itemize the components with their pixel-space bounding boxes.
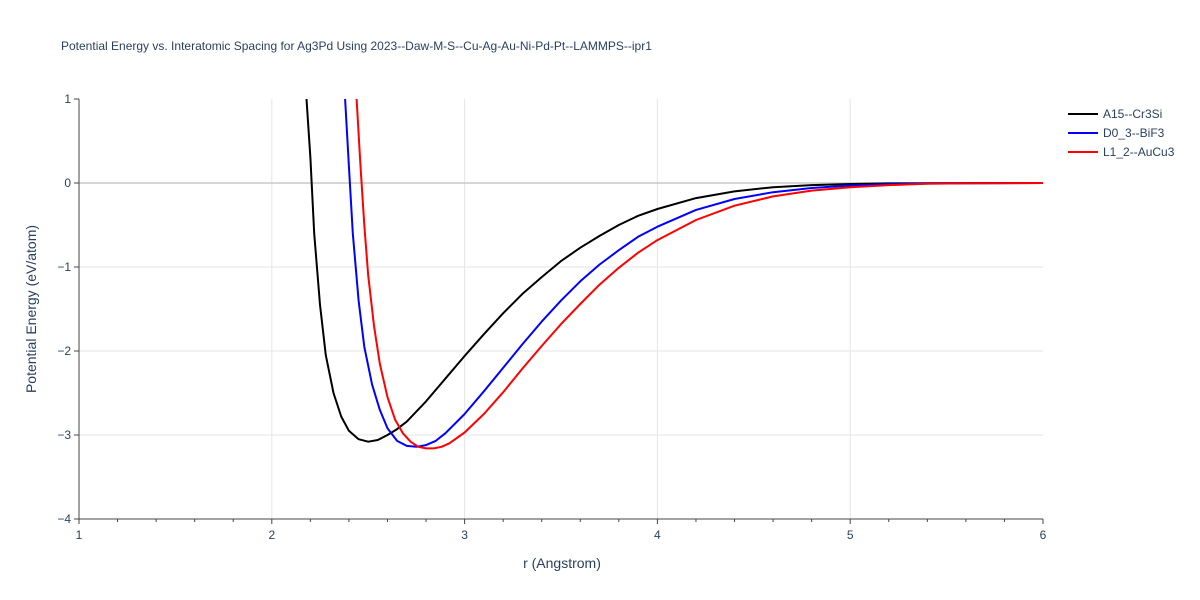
y-axis-title: Potential Energy (eV/atom) xyxy=(23,225,39,393)
x-tick-label: 3 xyxy=(461,528,468,542)
data-series xyxy=(305,99,1043,450)
y-tick-label: −1 xyxy=(57,260,71,274)
x-tick-label: 4 xyxy=(654,528,661,542)
x-tick-label: 1 xyxy=(76,528,83,542)
legend[interactable]: A15--Cr3Si D0_3--BiF3 L1_2--AuCu3 xyxy=(1068,107,1175,159)
series-line-1 xyxy=(344,99,1043,448)
y-tick-label: 0 xyxy=(64,176,71,190)
y-tick-label: −3 xyxy=(57,428,71,442)
series-line-2 xyxy=(355,99,1043,450)
series-line-0 xyxy=(305,99,1043,443)
legend-item[interactable]: D0_3--BiF3 xyxy=(1068,126,1165,140)
y-tick-label: −2 xyxy=(57,344,71,358)
x-axis-title: r (Angstrom) xyxy=(523,555,601,571)
y-tick-label: −4 xyxy=(57,512,71,526)
x-tick-label: 6 xyxy=(1040,528,1047,542)
legend-label: L1_2--AuCu3 xyxy=(1103,145,1175,159)
x-tick-label: 5 xyxy=(847,528,854,542)
chart-title: Potential Energy vs. Interatomic Spacing… xyxy=(61,39,652,53)
axes: 1 2 3 4 5 6 1 0 −1 −2 −3 −4 xyxy=(57,92,1046,542)
x-tick-label: 2 xyxy=(268,528,275,542)
legend-item[interactable]: A15--Cr3Si xyxy=(1068,107,1162,121)
legend-label: D0_3--BiF3 xyxy=(1103,126,1165,140)
legend-item[interactable]: L1_2--AuCu3 xyxy=(1068,145,1175,159)
legend-label: A15--Cr3Si xyxy=(1103,107,1162,121)
y-tick-label: 1 xyxy=(64,92,71,106)
